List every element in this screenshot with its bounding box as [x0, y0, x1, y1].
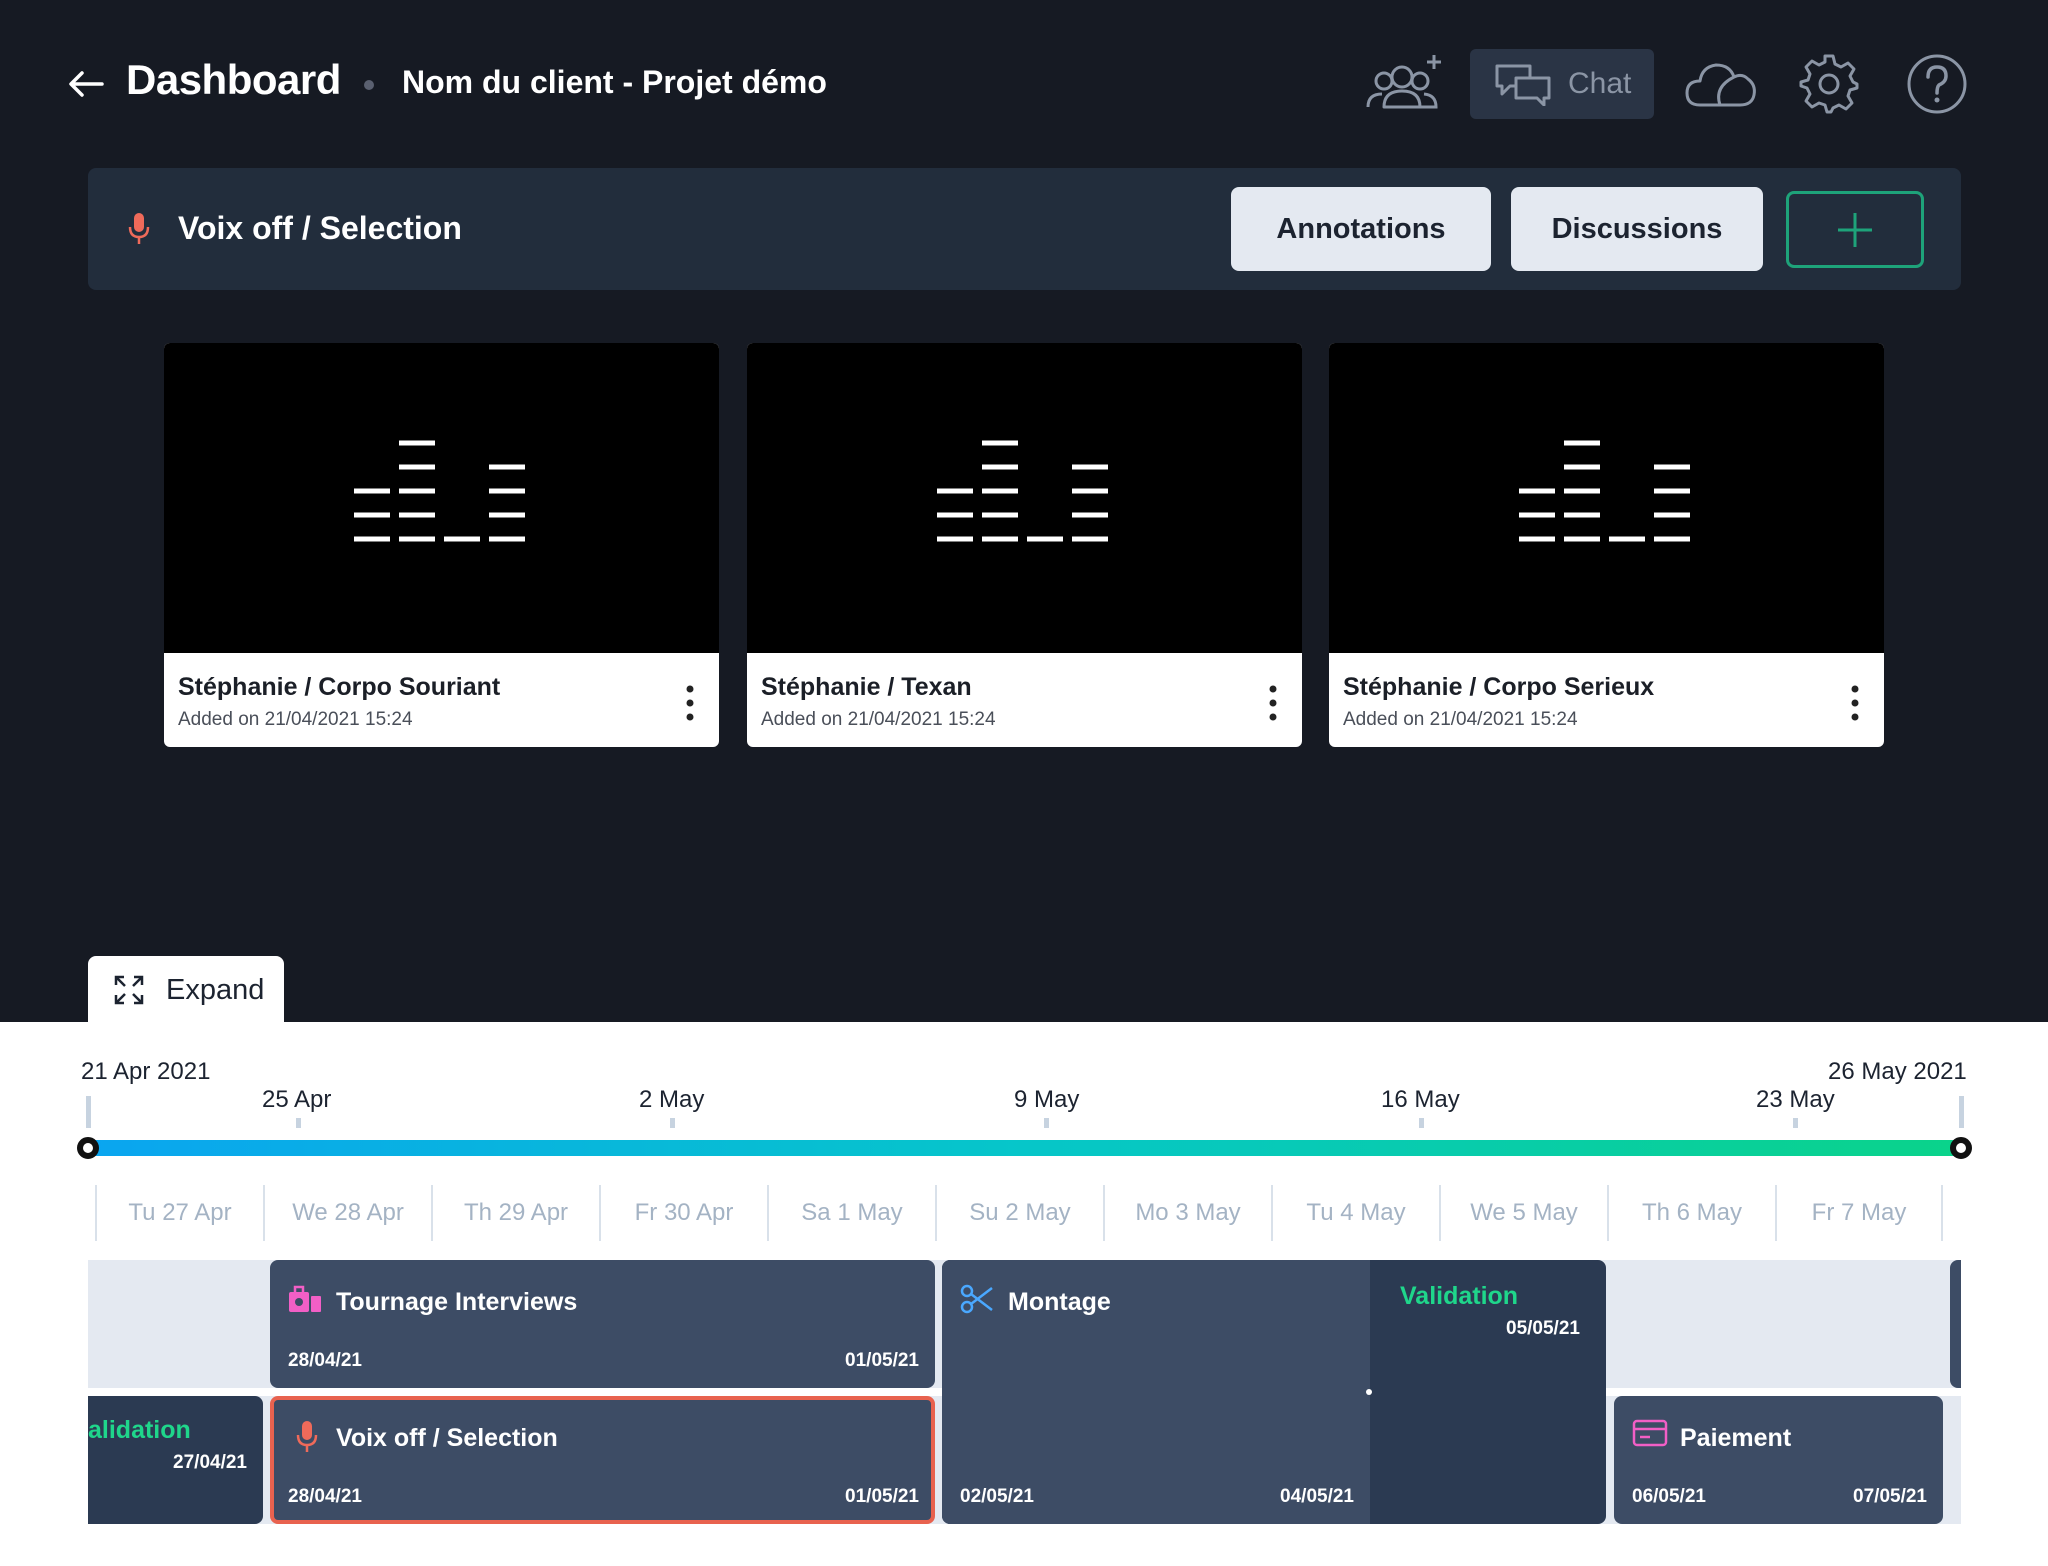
media-card[interactable]: Stéphanie / Texan Added on 21/04/2021 15… [747, 343, 1302, 747]
task-voix-off-selection[interactable]: Voix off / Selection 28/04/21 01/05/21 [270, 1396, 935, 1524]
help-icon[interactable] [1906, 46, 1968, 122]
annotations-button[interactable]: Annotations [1231, 187, 1491, 271]
expand-label: Expand [166, 973, 265, 1006]
timeline-tick [1959, 1096, 1964, 1128]
card-date: Added on 21/04/2021 15:24 [761, 709, 996, 730]
day-label: We 5 May [1439, 1185, 1607, 1241]
more-options-icon[interactable] [683, 683, 697, 723]
chat-icon [1495, 64, 1551, 106]
day-label: Fr 30 Apr [599, 1185, 767, 1241]
timeline-tick [1044, 1118, 1049, 1128]
day-label: Mo 3 May [1103, 1185, 1271, 1241]
gear-icon[interactable] [1798, 46, 1860, 122]
timeline-tick [296, 1118, 301, 1128]
milestone-dot [1366, 1389, 1372, 1395]
day-label: Tu 4 May [1271, 1185, 1439, 1241]
validation-label[interactable]: Validation [1400, 1282, 1519, 1310]
more-options-icon[interactable] [1848, 683, 1862, 723]
expand-button[interactable]: Expand [88, 956, 284, 1024]
timeline-end-label: 26 May 2021 [1828, 1058, 1967, 1085]
card-title: Stéphanie / Corpo Serieux [1343, 673, 1655, 701]
card-date: Added on 21/04/2021 15:24 [178, 709, 413, 730]
timeline-tick [1419, 1118, 1424, 1128]
task-end-date: 01/05/21 [845, 1486, 919, 1507]
audio-thumbnail [1329, 343, 1884, 653]
day-label: Th 29 Apr [431, 1185, 599, 1241]
timeline-tick [670, 1118, 675, 1128]
header: Dashboard Nom du client - Projet démo Ch… [0, 0, 2048, 168]
task-validation-previous[interactable]: alidation 27/04/21 [88, 1396, 263, 1524]
task-start-date: 28/04/21 [288, 1350, 362, 1371]
task-start-date: 06/05/21 [1632, 1486, 1706, 1507]
task-start-date: 28/04/21 [288, 1486, 362, 1507]
task-montage[interactable]: Montage 02/05/21 04/05/21 [942, 1260, 1370, 1524]
microphone-icon [128, 213, 150, 244]
task-paiement[interactable]: Paiement 06/05/21 07/05/21 [1614, 1396, 1943, 1524]
section-bar: Voix off / Selection Annotations Discuss… [88, 168, 1961, 290]
week-label: 2 May [639, 1086, 705, 1113]
task-title: Paiement [1680, 1424, 1792, 1452]
camera-bag-icon [289, 1285, 321, 1312]
day-label: Fr 7 May [1775, 1185, 1943, 1241]
task-title: Voix off / Selection [336, 1424, 558, 1452]
card-date: Added on 21/04/2021 15:24 [1343, 709, 1578, 730]
media-card[interactable]: Stéphanie / Corpo Serieux Added on 21/04… [1329, 343, 1884, 747]
day-label: Th 6 May [1607, 1185, 1775, 1241]
microphone-icon [296, 1421, 318, 1452]
media-card[interactable]: Stéphanie / Corpo Souriant Added on 21/0… [164, 343, 719, 747]
project-title: Nom du client - Projet démo [402, 64, 827, 100]
day-label: Sa 1 May [767, 1185, 935, 1241]
section-title: Voix off / Selection [178, 210, 462, 246]
task-end-date: 01/05/21 [845, 1350, 919, 1371]
timeline-start-handle[interactable] [77, 1137, 99, 1159]
more-options-icon[interactable] [1266, 683, 1280, 723]
task-date: 27/04/21 [173, 1452, 247, 1473]
chat-label: Chat [1568, 67, 1632, 100]
day-label: Tu 27 Apr [95, 1185, 263, 1241]
task-start-date: 02/05/21 [960, 1486, 1034, 1507]
task-title: Montage [1008, 1288, 1111, 1316]
timeline-tick [86, 1096, 91, 1128]
add-users-icon[interactable] [1362, 46, 1444, 122]
add-button[interactable] [1786, 191, 1924, 268]
page-title: Dashboard [126, 56, 341, 103]
week-label: 9 May [1014, 1086, 1080, 1113]
card-title: Stéphanie / Corpo Souriant [178, 673, 501, 701]
task-end-date: 04/05/21 [1280, 1486, 1354, 1507]
audio-equalizer-icon [354, 440, 525, 542]
card-icon [1632, 1419, 1668, 1447]
scissors-icon [960, 1284, 993, 1314]
timeline-tick [1793, 1118, 1798, 1128]
day-header-row: Tu 27 Apr We 28 Apr Th 29 Apr Fr 30 Apr … [95, 1185, 1943, 1241]
day-label: Su 2 May [935, 1185, 1103, 1241]
task-tournage-interviews[interactable]: Tournage Interviews 28/04/21 01/05/21 [270, 1260, 935, 1388]
audio-thumbnail [164, 343, 719, 653]
audio-equalizer-icon [1519, 440, 1690, 542]
audio-equalizer-icon [937, 440, 1108, 542]
back-arrow-icon[interactable] [66, 64, 106, 104]
discussions-button[interactable]: Discussions [1511, 187, 1763, 271]
task-partial[interactable] [1950, 1260, 1961, 1388]
card-title: Stéphanie / Texan [761, 673, 972, 701]
timeline-end-handle[interactable] [1950, 1137, 1972, 1159]
task-end-date: 07/05/21 [1853, 1486, 1927, 1507]
timeline-range-bar[interactable] [88, 1140, 1961, 1156]
week-label: 23 May [1756, 1086, 1835, 1113]
plus-icon [1838, 212, 1872, 247]
cloud-icon[interactable] [1684, 46, 1758, 122]
audio-thumbnail [747, 343, 1302, 653]
week-label: 16 May [1381, 1086, 1460, 1113]
task-title: alidation [88, 1416, 191, 1444]
validation-date: 05/05/21 [1506, 1318, 1580, 1339]
separator-dot [364, 80, 374, 90]
chat-button[interactable]: Chat [1470, 49, 1654, 119]
task-title: Tournage Interviews [336, 1288, 578, 1316]
week-label: 25 Apr [262, 1086, 332, 1113]
expand-icon [114, 975, 144, 1005]
day-label: We 28 Apr [263, 1185, 431, 1241]
timeline-start-label: 21 Apr 2021 [81, 1058, 211, 1085]
